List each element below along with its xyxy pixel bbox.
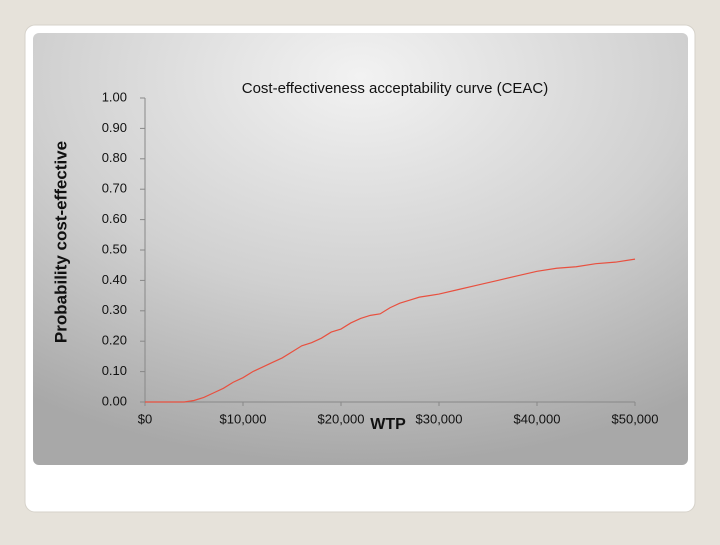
x-tick-label: $30,000 [416, 411, 463, 426]
x-tick-label: $40,000 [514, 411, 561, 426]
x-tick-label: $0 [138, 411, 152, 426]
x-tick-label: $20,000 [318, 411, 365, 426]
ceac-line [145, 258, 636, 403]
x-axis-label: WTP [370, 416, 406, 433]
y-tick-label: 0.10 [102, 363, 127, 378]
y-tick-label: 0.50 [102, 241, 127, 256]
y-tick-label: 0.70 [102, 181, 127, 196]
chart-title: Cost-effectiveness acceptability curve (… [242, 80, 549, 97]
y-tick-label: 0.80 [102, 150, 127, 165]
y-tick-label: 0.60 [102, 211, 127, 226]
y-tick-label: 0.30 [102, 302, 127, 317]
y-tick-label: 1.00 [102, 89, 127, 104]
y-tick-label: 0.90 [102, 120, 127, 135]
chart-panel [33, 33, 688, 465]
x-tick-label: $50,000 [612, 411, 659, 426]
y-tick-label: 0.00 [102, 393, 127, 408]
y-tick-label: 0.40 [102, 272, 127, 287]
y-tick-label: 0.20 [102, 333, 127, 348]
x-tick-label: $10,000 [220, 411, 267, 426]
y-axis-label: Probability cost-effective [51, 141, 70, 343]
